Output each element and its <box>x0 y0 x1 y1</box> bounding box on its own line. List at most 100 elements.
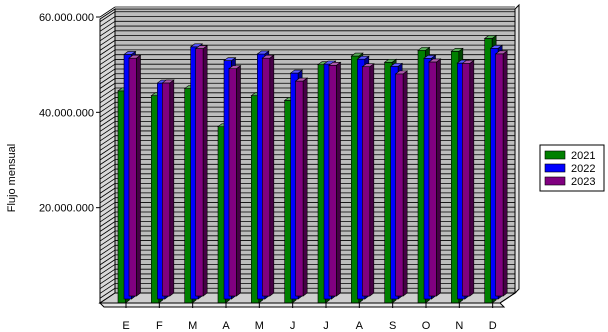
y-tick-label: 40.000.000 <box>39 107 94 119</box>
grid-line-side <box>99 6 116 18</box>
grid-line-side <box>99 130 116 142</box>
grid-line-side <box>99 30 116 42</box>
bar-side <box>469 59 475 297</box>
grid-line-side <box>99 125 116 137</box>
bar-side <box>436 58 441 297</box>
axes <box>96 16 500 308</box>
grid-line-side <box>99 264 116 275</box>
bar-side <box>502 50 508 297</box>
bar-J-2023 <box>294 77 309 297</box>
bar-front <box>462 63 471 297</box>
legend-item-2022: 2022 <box>544 163 595 175</box>
grid-lines <box>99 6 515 299</box>
bar-A-2023 <box>228 65 242 297</box>
x-tick-label: N <box>455 320 463 332</box>
grid-line-side <box>99 206 116 218</box>
legend-label: 2021 <box>571 150 595 162</box>
legend-swatch <box>544 176 566 186</box>
bar-top <box>389 63 404 67</box>
grid-line-side <box>99 211 116 223</box>
grid-line-side <box>99 249 116 261</box>
grid-line-side <box>99 20 116 32</box>
x-tick-label: F <box>156 320 163 332</box>
grid-line-side <box>99 202 116 213</box>
grid-line-side <box>99 283 116 294</box>
grid-line-side <box>99 54 116 65</box>
x-tick-label: S <box>389 320 396 332</box>
grid-line-side <box>99 59 116 70</box>
grid-line-side <box>99 159 116 170</box>
bar-top <box>494 50 509 55</box>
grid-line-side <box>99 149 116 161</box>
bar-front <box>428 61 437 297</box>
bar-top <box>461 60 475 64</box>
bar-side <box>269 54 275 297</box>
grid-line-side <box>99 49 116 61</box>
x-tick-label: A <box>222 320 230 332</box>
legend-label: 2023 <box>571 176 595 188</box>
x-tick-label: M <box>188 320 197 332</box>
grid-line-side <box>99 259 116 270</box>
bar-side <box>402 70 408 297</box>
base-edge <box>98 302 506 308</box>
grid-line-side <box>99 287 116 299</box>
bar-side <box>369 63 375 297</box>
back-wall-edge <box>514 3 520 295</box>
bar-side <box>302 77 308 297</box>
x-tick-label: D <box>489 320 497 332</box>
bar-front <box>495 53 504 297</box>
grid-line-side <box>99 278 116 290</box>
bar-top <box>256 50 270 55</box>
bar-side <box>236 65 241 297</box>
x-tick-label: O <box>422 320 431 332</box>
grid-line-side <box>99 245 116 256</box>
bar-F-2023 <box>161 79 175 297</box>
bar-top <box>189 43 204 48</box>
grid-line-side <box>99 183 116 194</box>
bar-side <box>202 45 208 297</box>
bar-front <box>395 73 404 297</box>
grid-line-side <box>99 135 116 147</box>
grid-line-side <box>99 44 116 56</box>
grid-line-side <box>99 216 116 228</box>
grid-line-side <box>99 163 116 175</box>
x-tick-label: M <box>255 320 264 332</box>
bar-O-2023 <box>428 58 442 297</box>
x-tick-label: J <box>323 320 329 332</box>
legend-item-2023: 2023 <box>544 176 595 188</box>
bar-top <box>328 61 342 66</box>
grid-line-side <box>99 11 116 23</box>
grid-line-side <box>99 254 116 266</box>
bar-D-2023 <box>494 50 509 297</box>
grid-line-side <box>99 154 116 166</box>
bar-top <box>323 60 337 65</box>
grid-line-side <box>99 268 116 280</box>
legend-item-2021: 2021 <box>544 150 595 162</box>
bar-side <box>169 79 175 297</box>
bar-front <box>362 66 371 297</box>
bar-top <box>356 55 370 60</box>
y-tick-labels: 20.000.000 40.000.000 60.000.000 <box>39 12 94 215</box>
bar-M-2023 <box>261 54 275 297</box>
bar-M-2023 <box>194 45 209 297</box>
bar-top <box>289 69 304 74</box>
y-tick-label: 20.000.000 <box>39 203 94 215</box>
grid-line-side <box>99 192 116 204</box>
grid-line-side <box>99 40 116 51</box>
grid-line-side <box>99 197 116 208</box>
y-axis-label: Flujo mensual <box>6 144 18 212</box>
bar-front <box>162 82 171 297</box>
x-tick-label: A <box>356 320 364 332</box>
legend-swatch <box>544 150 566 160</box>
grid-line-side <box>99 187 116 199</box>
bar-top <box>383 58 398 63</box>
grid-line-side <box>99 25 116 37</box>
x-tick-label: E <box>122 320 129 332</box>
bar-top <box>361 63 375 68</box>
grid-line-side <box>99 225 116 237</box>
grid-line-side <box>99 87 116 99</box>
y-tick-label: 60.000.000 <box>39 12 94 24</box>
